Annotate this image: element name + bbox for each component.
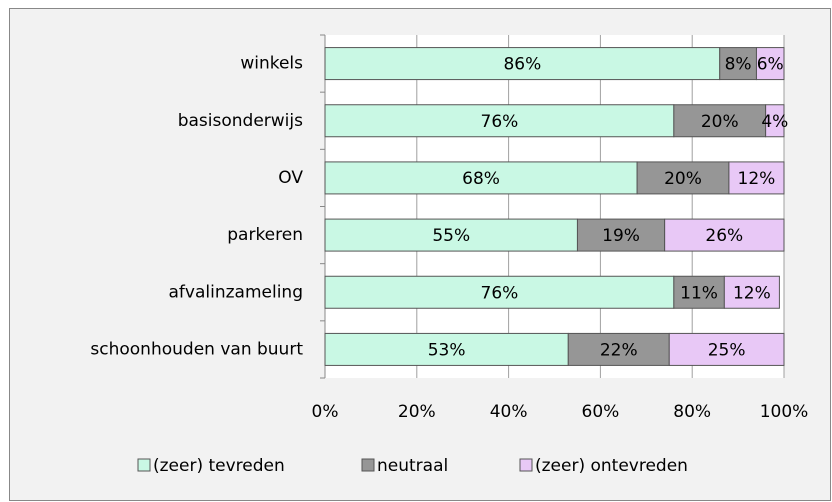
- data-label: 20%: [664, 169, 702, 189]
- bar-segment: [673, 104, 767, 138]
- legend-swatch: [361, 458, 375, 472]
- y-tick-label: afvalinzameling: [169, 282, 303, 302]
- bar-segment: [324, 332, 569, 366]
- data-label: 25%: [708, 340, 746, 360]
- data-label: 55%: [432, 226, 470, 246]
- y-tick-label: winkels: [240, 54, 303, 74]
- data-label: 26%: [705, 226, 743, 246]
- bar-segment: [723, 275, 780, 309]
- bar-segment: [755, 47, 785, 81]
- x-tick-label: 0%: [312, 402, 339, 422]
- bar-segment: [576, 218, 666, 252]
- x-tick-label: 20%: [398, 402, 436, 422]
- bar-segment: [765, 104, 785, 138]
- bar-segment: [728, 161, 785, 195]
- legend-label: (zeer) ontevreden: [535, 456, 688, 476]
- data-label: 86%: [503, 55, 541, 75]
- y-tick-label: basisonderwijs: [178, 111, 303, 131]
- plot-area: [325, 35, 784, 378]
- legend-label: (zeer) tevreden: [153, 456, 285, 476]
- data-label: 19%: [602, 226, 640, 246]
- y-tick-label: parkeren: [227, 225, 303, 245]
- y-tick-label: OV: [278, 168, 303, 188]
- y-tick-label: schoonhouden van buurt: [90, 339, 303, 359]
- bar-segment: [324, 161, 638, 195]
- data-label: 8%: [725, 55, 752, 75]
- bar-segment: [664, 218, 785, 252]
- data-label: 68%: [462, 169, 500, 189]
- data-label: 76%: [481, 112, 519, 132]
- x-tick-label: 60%: [582, 402, 620, 422]
- x-tick-label: 40%: [490, 402, 528, 422]
- legend-swatch: [519, 458, 533, 472]
- legend-swatch: [137, 458, 151, 472]
- data-label: 53%: [428, 340, 466, 360]
- data-label: 20%: [701, 112, 739, 132]
- data-label: 4%: [761, 112, 788, 132]
- bar-segment: [567, 332, 670, 366]
- legend-label: neutraal: [377, 456, 448, 476]
- data-label: 11%: [680, 283, 718, 303]
- data-label: 12%: [733, 283, 771, 303]
- bar-segment: [668, 332, 785, 366]
- x-tick-label: 100%: [760, 402, 809, 422]
- data-label: 76%: [481, 283, 519, 303]
- data-label: 22%: [600, 340, 638, 360]
- data-label: 6%: [757, 55, 784, 75]
- bar-segment: [636, 161, 730, 195]
- bar-segment: [324, 218, 578, 252]
- x-tick-label: 80%: [673, 402, 711, 422]
- data-label: 12%: [738, 169, 776, 189]
